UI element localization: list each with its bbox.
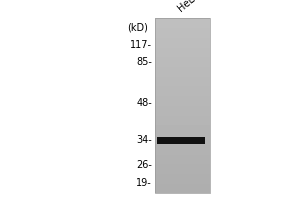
Bar: [155, 18, 210, 193]
Text: 19-: 19-: [136, 178, 152, 188]
Text: (kD): (kD): [127, 22, 148, 32]
Text: 26-: 26-: [136, 160, 152, 170]
Bar: [157, 136, 205, 144]
Text: HeLa: HeLa: [176, 0, 201, 14]
Text: 117-: 117-: [130, 40, 152, 50]
Text: 34-: 34-: [136, 135, 152, 145]
Text: 48-: 48-: [136, 98, 152, 108]
Text: 85-: 85-: [136, 57, 152, 67]
